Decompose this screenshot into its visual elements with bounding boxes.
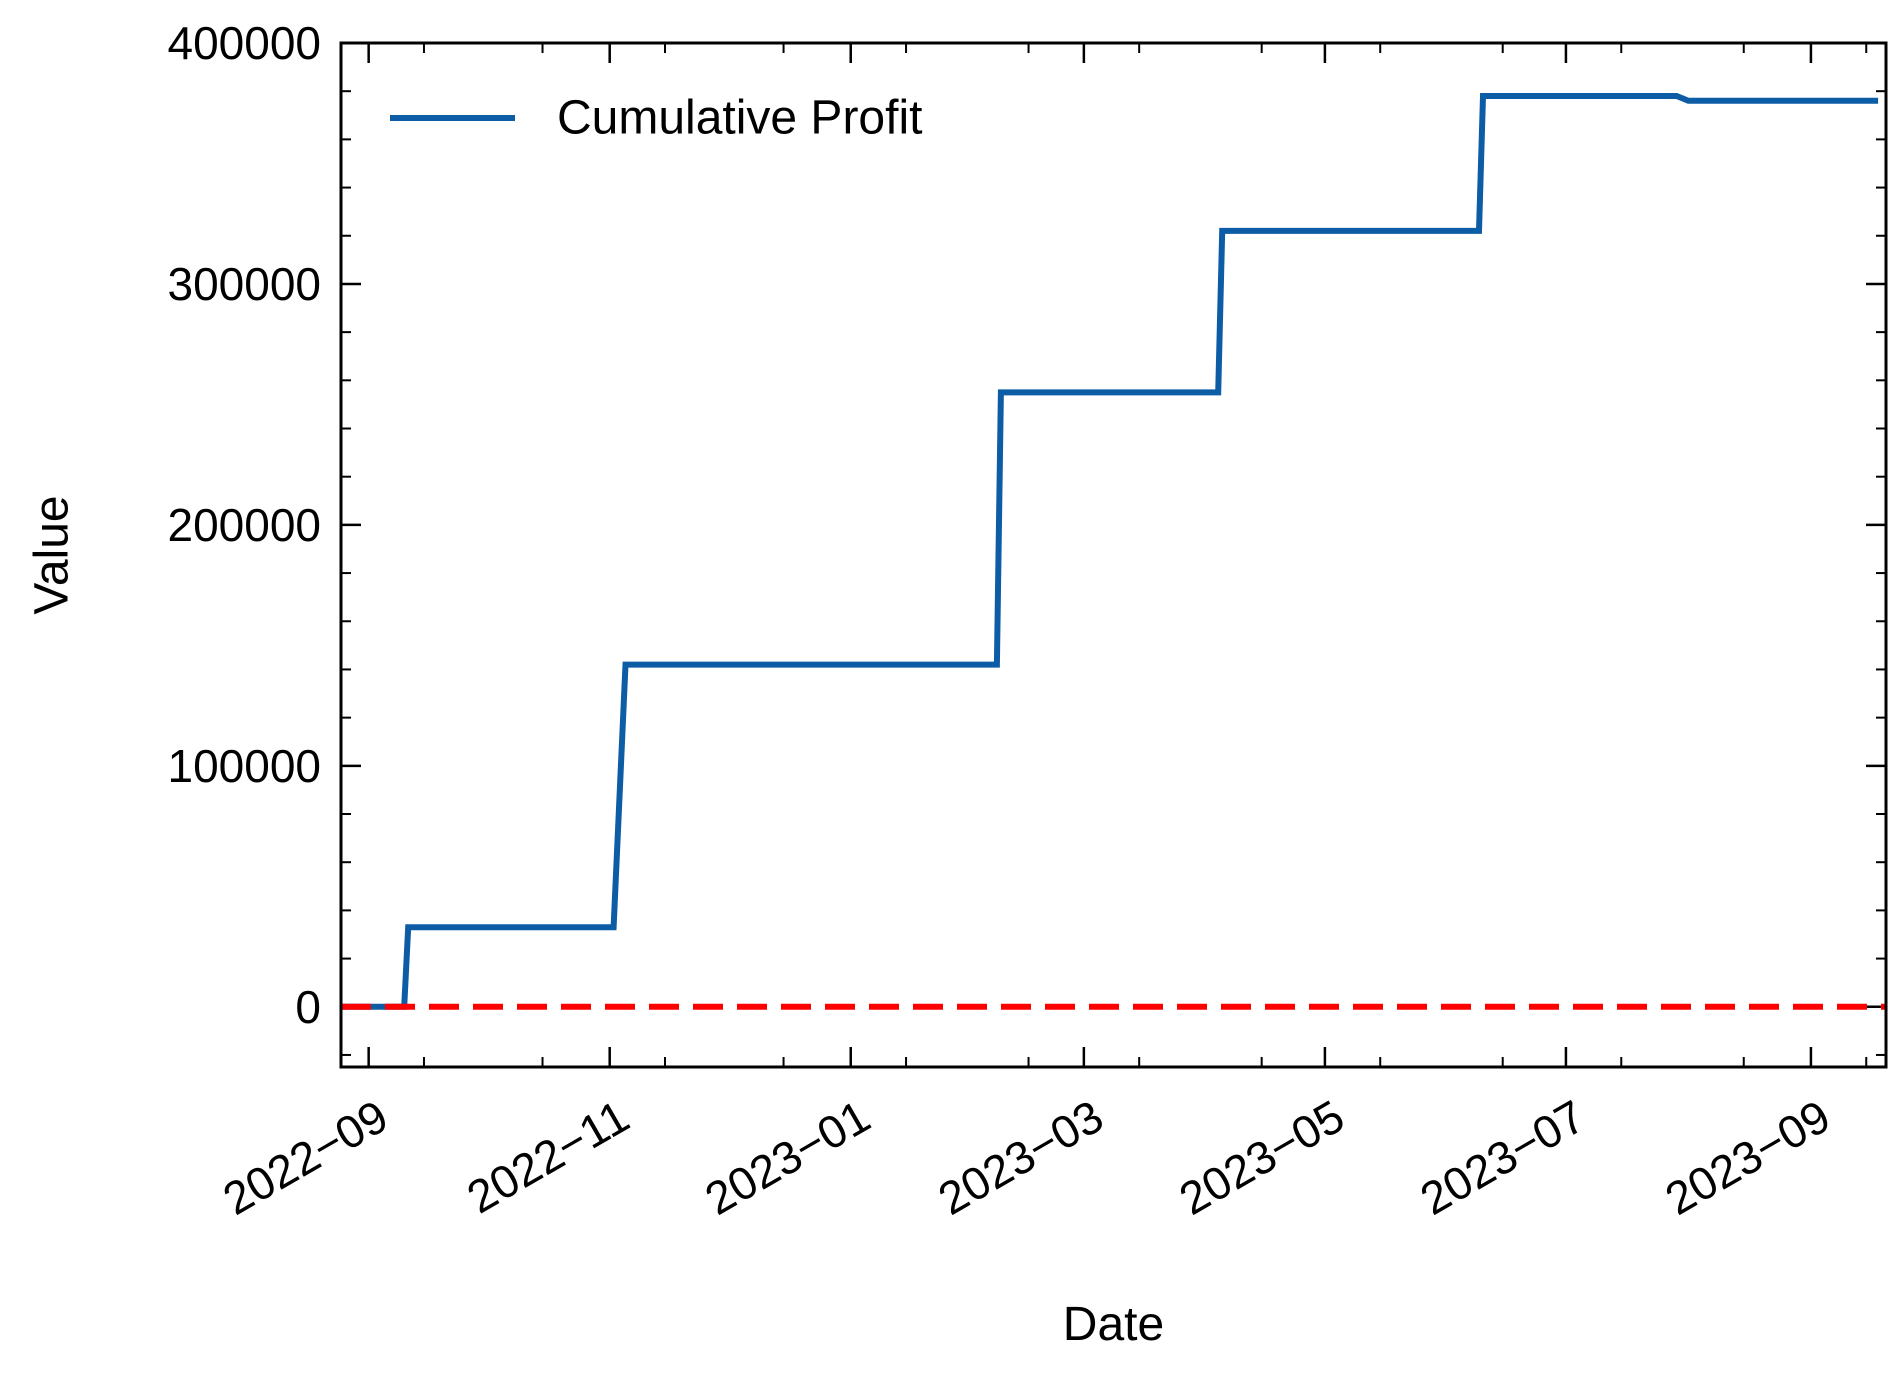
x-tick-label: 2022−09 xyxy=(214,1090,396,1225)
series-line-cumulative-profit xyxy=(341,93,1879,1010)
y-minor-ticks xyxy=(341,90,1886,1056)
y-tick-label: 400000 xyxy=(168,17,322,69)
y-major-ticks xyxy=(341,41,1886,1009)
y-tick-labels: 0 100000 200000 300000 400000 xyxy=(168,17,322,1033)
series-lines xyxy=(341,93,1886,1010)
y-tick-label: 0 xyxy=(295,981,321,1033)
x-tick-label: 2023−01 xyxy=(696,1090,878,1225)
y-axis-title: Value xyxy=(26,495,79,614)
x-minor-ticks xyxy=(422,43,1868,1067)
x-tick-labels: 2022−09 2022−11 2023−01 2023−03 2023−05 2023−… xyxy=(214,1090,1838,1225)
legend-label-cumulative-profit: Cumulative Profit xyxy=(557,92,922,145)
x-tick-label: 2022−11 xyxy=(458,1090,637,1224)
x-tick-label: 2023−03 xyxy=(929,1090,1111,1225)
x-axis-title: Date xyxy=(1063,1298,1164,1351)
y-tick-label: 300000 xyxy=(168,258,322,310)
plot-frame xyxy=(339,41,1888,1069)
legend: Cumulative Profit xyxy=(390,92,922,145)
x-tick-label: 2023−05 xyxy=(1170,1090,1352,1225)
x-tick-label: 2023−09 xyxy=(1657,1090,1839,1225)
x-tick-label: 2023−07 xyxy=(1412,1090,1594,1225)
y-tick-label: 100000 xyxy=(168,740,322,792)
x-major-ticks xyxy=(367,43,1813,1067)
y-tick-label: 200000 xyxy=(168,499,322,551)
